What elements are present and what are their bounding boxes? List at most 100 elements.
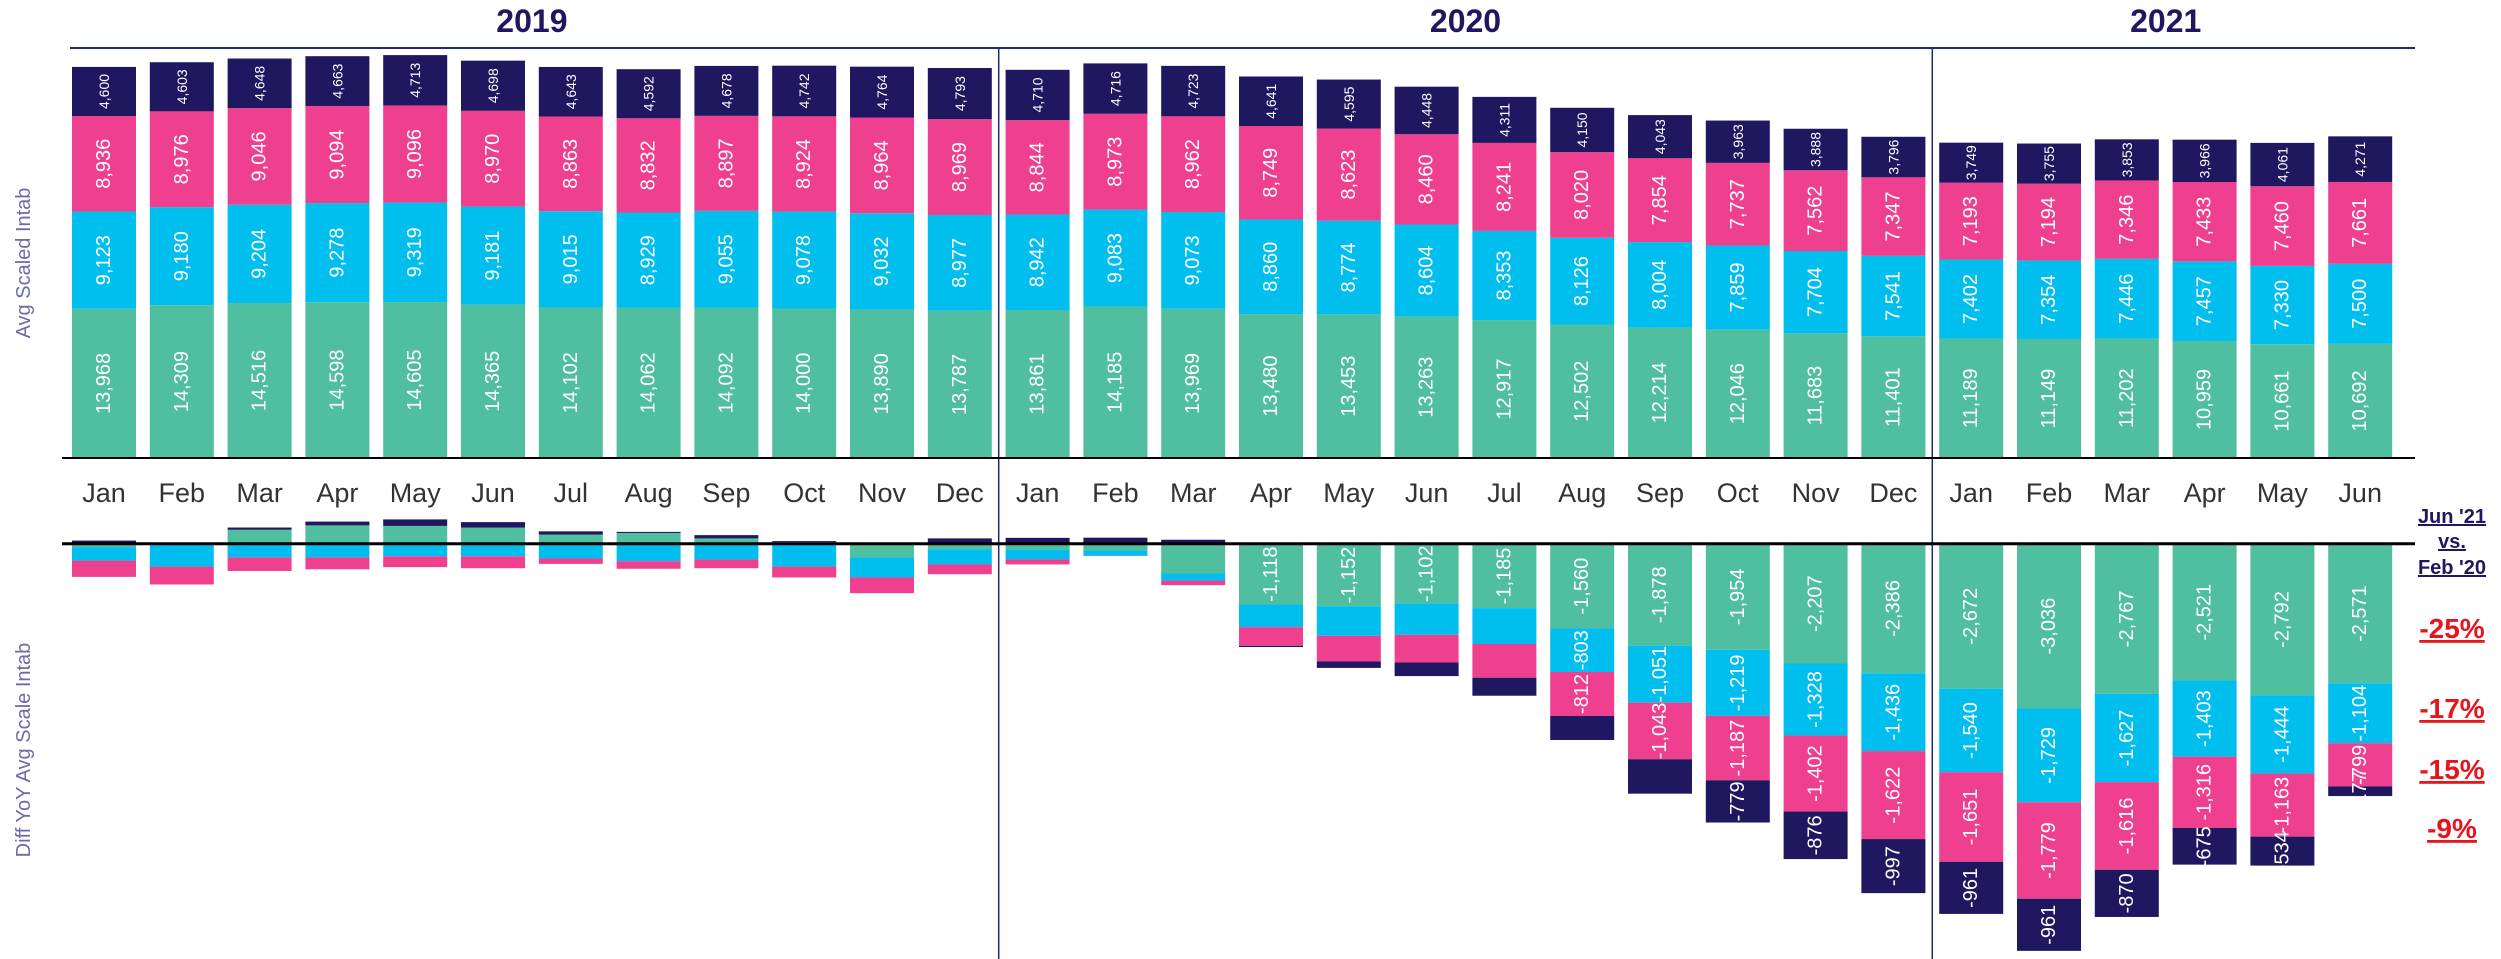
bar-segment — [1861, 177, 1926, 256]
data-label: -3,036 — [2038, 598, 2060, 655]
data-label: 8,353 — [1493, 250, 1515, 300]
data-label: 7,193 — [1960, 196, 1982, 246]
data-label: 8,004 — [1649, 260, 1671, 310]
data-label: 14,605 — [404, 349, 426, 410]
data-label: 9,278 — [326, 228, 348, 278]
data-label: 14,102 — [560, 352, 582, 413]
data-label: -1,402 — [1805, 745, 1827, 802]
x-tick-label: Oct — [1717, 478, 1760, 508]
bar-segment — [1472, 543, 1537, 609]
data-label: 9,094 — [326, 129, 348, 179]
x-tick-label: Mar — [236, 478, 283, 508]
bar-segment — [383, 525, 448, 544]
bar-segment — [1316, 635, 1381, 662]
data-label: 8,973 — [1104, 137, 1126, 187]
bar-segment — [1083, 113, 1148, 210]
data-label: 11,401 — [1882, 367, 1904, 427]
bar-segment — [1239, 604, 1303, 628]
bar-segment — [927, 214, 992, 311]
data-label: 10,959 — [2194, 369, 2216, 430]
bar-segment — [850, 213, 914, 310]
data-label: -1,163 — [2271, 777, 2293, 834]
bar-segment — [1316, 661, 1381, 668]
data-label: 8,020 — [1571, 170, 1593, 220]
data-label: 12,046 — [1727, 363, 1749, 424]
data-label: 13,969 — [1182, 353, 1204, 414]
data-label: 12,214 — [1649, 362, 1671, 423]
data-label: -2,571 — [2349, 585, 2371, 642]
bar-segment — [616, 561, 681, 569]
bar-segment — [1005, 310, 1070, 458]
bar-segment — [227, 529, 292, 544]
bar-segment — [2017, 708, 2081, 803]
bar-segment — [1939, 182, 2004, 260]
bar-segment — [1628, 759, 1692, 794]
data-label: 9,083 — [1104, 233, 1126, 283]
bar-segment — [1083, 63, 1148, 114]
bar-segment — [1628, 158, 1692, 243]
bar-segment — [1161, 116, 1226, 212]
bar-segment — [1705, 780, 1770, 823]
bar-segment — [1005, 543, 1070, 550]
data-label: 7,460 — [2271, 201, 2293, 251]
bar-segment — [2094, 139, 2159, 181]
data-label: 8,936 — [93, 139, 115, 189]
data-label: -1,185 — [1493, 548, 1515, 605]
x-tick-label: May — [390, 478, 442, 508]
bar-segment — [1472, 96, 1537, 143]
data-label: 9,319 — [404, 227, 426, 277]
x-tick-label: Mar — [1170, 478, 1217, 508]
bar-segment — [461, 556, 525, 569]
bar-segment — [694, 559, 759, 569]
data-label: 4,271 — [2352, 141, 2368, 176]
year-label: 2020 — [1430, 3, 1501, 39]
data-label: 7,354 — [2038, 275, 2060, 325]
bar-segment — [1705, 329, 1770, 458]
data-label: 7,346 — [2116, 195, 2138, 245]
bar-segment — [149, 544, 214, 567]
data-label: -997 — [1882, 846, 1904, 886]
data-label: 8,969 — [949, 142, 971, 192]
bar-segment — [2328, 743, 2393, 787]
bar-segment — [72, 547, 136, 561]
bar-segment — [694, 65, 759, 116]
bar-segment — [1783, 333, 1848, 458]
data-label: 14,598 — [326, 349, 348, 410]
bar-segment — [538, 307, 603, 458]
data-label: -2,672 — [1960, 588, 1982, 645]
data-label: 7,541 — [1882, 271, 1904, 321]
bar-segment — [1861, 136, 1926, 178]
x-tick-label: Dec — [1869, 478, 1917, 508]
bar-segment — [1939, 142, 2004, 183]
bar-segment — [1550, 324, 1615, 458]
bar-segment — [2094, 258, 2159, 339]
bar-segment — [227, 557, 292, 571]
data-label: -1,560 — [1571, 558, 1593, 615]
data-label: 9,204 — [249, 229, 271, 279]
data-label: -2,792 — [2271, 591, 2293, 648]
bar-segment — [1161, 539, 1226, 544]
bar-segment — [305, 105, 370, 204]
data-label: -1,043 — [1649, 703, 1671, 760]
data-label: -1,051 — [1649, 646, 1671, 703]
data-label: 14,309 — [171, 351, 193, 412]
data-label: -1,118 — [1260, 547, 1282, 602]
annotation-title: vs. — [2438, 531, 2466, 553]
data-label: 7,661 — [2349, 198, 2371, 248]
data-label: 8,962 — [1182, 139, 1204, 189]
data-label: 4,643 — [563, 74, 579, 109]
bar-segment — [850, 577, 914, 594]
bar-segment — [1628, 645, 1692, 703]
data-label: 9,073 — [1182, 235, 1204, 285]
data-label: -2,767 — [2116, 590, 2138, 647]
x-tick-label: Mar — [2104, 478, 2151, 508]
data-label: 13,861 — [1027, 353, 1049, 414]
bar-segment — [772, 65, 837, 117]
x-tick-label: May — [1323, 478, 1375, 508]
data-label: -1,219 — [1727, 654, 1749, 711]
bar-segment — [149, 207, 214, 306]
x-tick-label: Aug — [625, 478, 673, 508]
bar-segment — [1783, 735, 1848, 812]
data-label: -675 — [2194, 826, 2216, 866]
data-label: 4,793 — [952, 76, 968, 111]
